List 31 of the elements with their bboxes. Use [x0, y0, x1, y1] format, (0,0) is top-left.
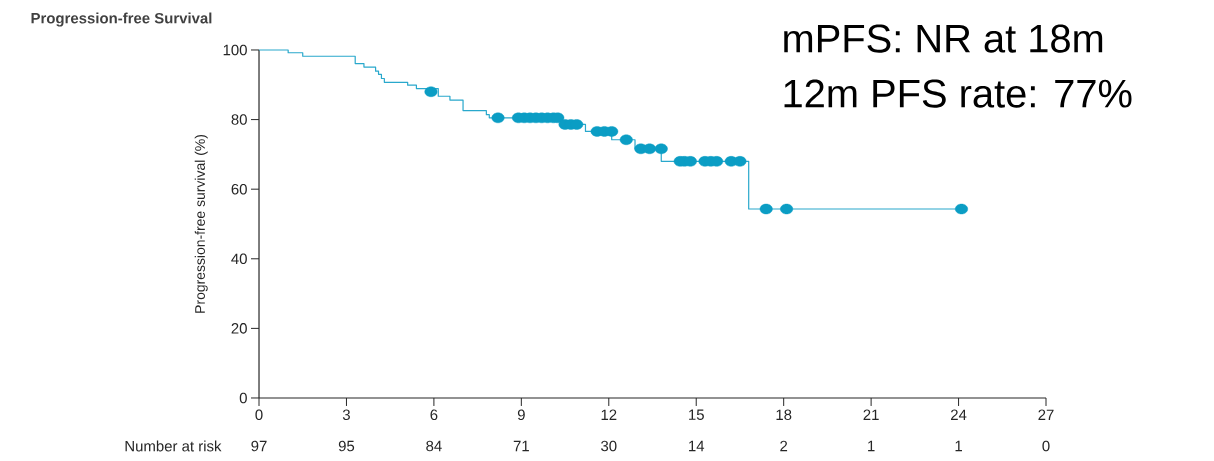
y-tick-label: 60	[231, 183, 247, 195]
y-tick-label: 80	[231, 114, 247, 125]
text: 2	[780, 440, 788, 452]
text: 14	[689, 440, 705, 452]
x-tick-label: 15	[689, 409, 704, 420]
y-tick-label: 20	[231, 323, 247, 334]
text: 95	[338, 440, 355, 452]
x-tick-label: 9	[517, 409, 525, 421]
x-tick-label: 18	[776, 409, 792, 421]
y-tick-label: 100	[223, 44, 247, 56]
y-axis-title: Progression-free survival (%)	[194, 134, 208, 313]
y-tick-label: 0	[239, 392, 247, 404]
annotation: 12m PFS rate: 77%	[784, 79, 1132, 108]
x-tick-label: 6	[430, 409, 438, 421]
text: 30	[601, 440, 617, 452]
text: Progression-free Survival	[31, 12, 212, 27]
text: 84	[426, 440, 442, 452]
annotation: mPFS: NR at 18m	[784, 24, 1103, 53]
x-tick-label: 21	[863, 409, 879, 420]
x-tick-label: 0	[255, 409, 263, 421]
x-tick-label: 12	[601, 409, 617, 420]
x-tick-label: 24	[951, 409, 967, 420]
text: 97	[251, 440, 267, 452]
text: 0	[1042, 440, 1050, 452]
x-tick-label: 3	[342, 409, 350, 421]
text: Number at risk	[125, 440, 222, 452]
text: 1	[868, 440, 875, 452]
text: 1	[955, 440, 962, 452]
y-tick-label: 40	[231, 253, 247, 265]
x-tick-label: 27	[1038, 409, 1054, 420]
text: 71	[513, 440, 529, 452]
